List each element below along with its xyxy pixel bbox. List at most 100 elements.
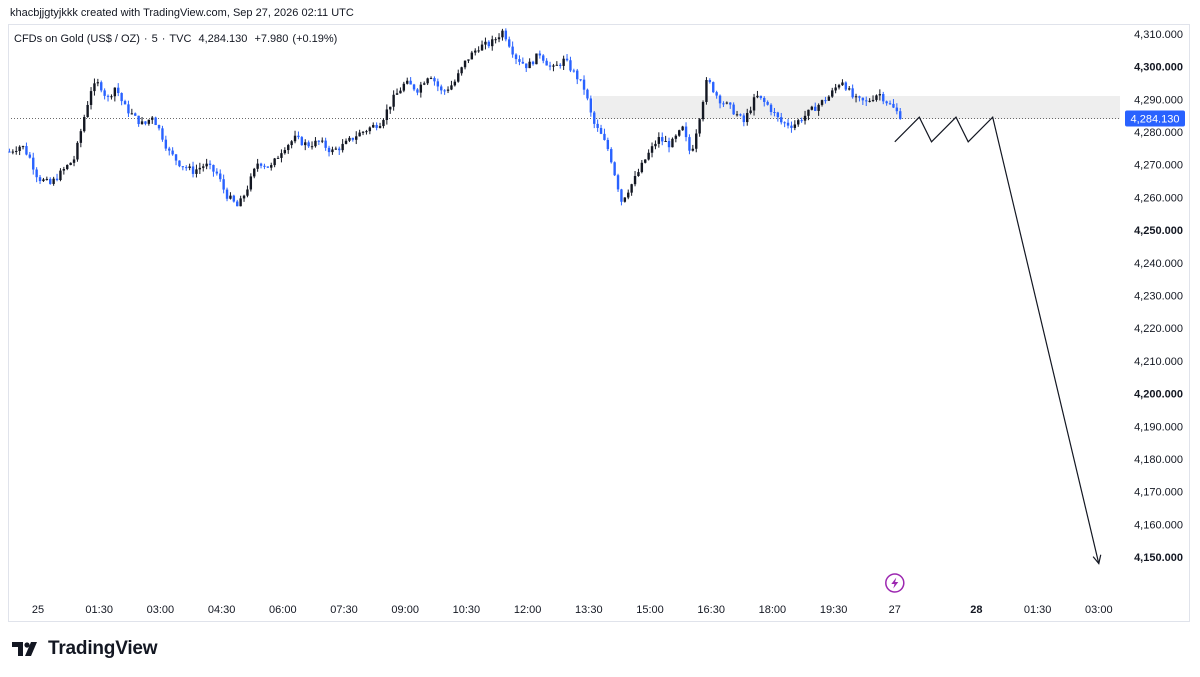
candle-body: [385, 109, 389, 121]
x-tick-label: 10:30: [453, 604, 481, 616]
candle: [885, 100, 888, 106]
candle-body: [249, 176, 253, 190]
candle-body: [215, 171, 219, 174]
author-attribution: khacbjjgtyjkkk created with TradingView.…: [10, 7, 354, 19]
candle: [270, 162, 273, 171]
candle-body: [769, 104, 773, 113]
candle-body: [678, 130, 681, 136]
candle: [266, 166, 270, 169]
candle: [776, 111, 780, 122]
candle: [725, 101, 729, 105]
candle-body: [368, 127, 372, 132]
candle-body: [848, 88, 851, 90]
candle: [331, 146, 334, 155]
candle: [368, 126, 372, 135]
candle-body: [164, 139, 168, 149]
y-tick-label: 4,220.000: [1134, 323, 1183, 335]
candle-body: [123, 101, 127, 105]
candle-body: [790, 125, 793, 128]
candle-body: [348, 137, 351, 141]
candle-body: [409, 80, 412, 85]
candle-body: [406, 80, 409, 84]
candle: [55, 173, 59, 182]
candle: [372, 122, 375, 128]
candle-body: [895, 107, 899, 112]
candle-body: [810, 106, 814, 110]
time-axis[interactable]: 25 01:30 03:00 04:30 06:00 07:30 09:00 10:30 12:…: [32, 604, 1113, 616]
candle-body: [589, 98, 593, 113]
candle: [429, 76, 433, 80]
candle: [86, 101, 89, 118]
candle: [848, 85, 851, 91]
y-tick-label: 4,290.000: [1134, 94, 1183, 106]
separator: ·: [161, 33, 166, 45]
x-tick-label: 03:00: [147, 604, 175, 616]
candle: [521, 57, 525, 64]
candle-body: [317, 140, 321, 142]
candle-body: [756, 95, 759, 98]
lightning-icon-bolt: [891, 577, 899, 589]
candle-body: [695, 133, 698, 149]
candle: [569, 56, 572, 73]
candle-body: [518, 59, 521, 62]
candle-body: [137, 115, 140, 125]
alert-layer: [885, 573, 905, 593]
candle: [42, 177, 45, 182]
candle-body: [480, 44, 484, 51]
candle-body: [739, 114, 742, 116]
candle-body: [453, 81, 457, 86]
candle: [892, 99, 895, 109]
candle-body: [698, 119, 701, 134]
candle-body: [820, 100, 824, 105]
tradingview-logo[interactable]: TradingView: [12, 638, 158, 660]
candle-body: [389, 106, 392, 110]
y-tick-label: 4,180.000: [1134, 454, 1183, 466]
chart-panel[interactable]: [8, 24, 1190, 622]
candle: [416, 88, 419, 96]
candle-body: [280, 153, 283, 158]
candle: [168, 146, 171, 156]
candle-body: [657, 137, 661, 144]
candle: [596, 119, 599, 132]
y-tick-label: 4,280.000: [1134, 127, 1183, 139]
candle-body: [127, 104, 130, 114]
candle: [195, 164, 198, 178]
candle: [535, 53, 538, 65]
candle-body: [219, 173, 222, 180]
y-tick-label: 4,260.000: [1134, 192, 1183, 204]
x-tick-label: 06:00: [269, 604, 297, 616]
candle: [599, 124, 603, 135]
symbol-name: CFDs on Gold (US$ / OZ): [14, 33, 140, 45]
candle-body: [783, 122, 786, 124]
candle: [423, 81, 426, 86]
candle: [35, 167, 38, 183]
candle: [484, 37, 487, 50]
candle-body: [674, 135, 678, 139]
candle: [120, 92, 123, 106]
symbol-legend[interactable]: CFDs on Gold (US$ / OZ) · 5 · TVC 4,284.130 …: [14, 33, 341, 45]
candle-body: [38, 177, 42, 182]
candle: [409, 77, 412, 85]
candle-body: [746, 112, 749, 123]
price-axis[interactable]: 4,310.000 4,300.000 4,290.000 4,280.000 4,27…: [1125, 29, 1185, 564]
candle: [749, 106, 752, 115]
candle: [827, 95, 831, 102]
candle: [477, 46, 480, 53]
candle: [678, 129, 681, 137]
candle: [355, 131, 358, 145]
candle-body: [263, 165, 266, 167]
candle-body: [440, 86, 443, 91]
candle: [38, 174, 42, 184]
candle: [871, 95, 875, 103]
candle-body: [55, 178, 59, 181]
candle: [11, 149, 15, 155]
candle-body: [212, 164, 215, 172]
candle: [586, 88, 589, 101]
candle-body: [786, 122, 790, 126]
x-tick-label: 19:30: [820, 604, 848, 616]
candle: [341, 139, 344, 153]
candle: [171, 147, 174, 156]
candle: [851, 84, 854, 99]
candle: [552, 63, 555, 72]
